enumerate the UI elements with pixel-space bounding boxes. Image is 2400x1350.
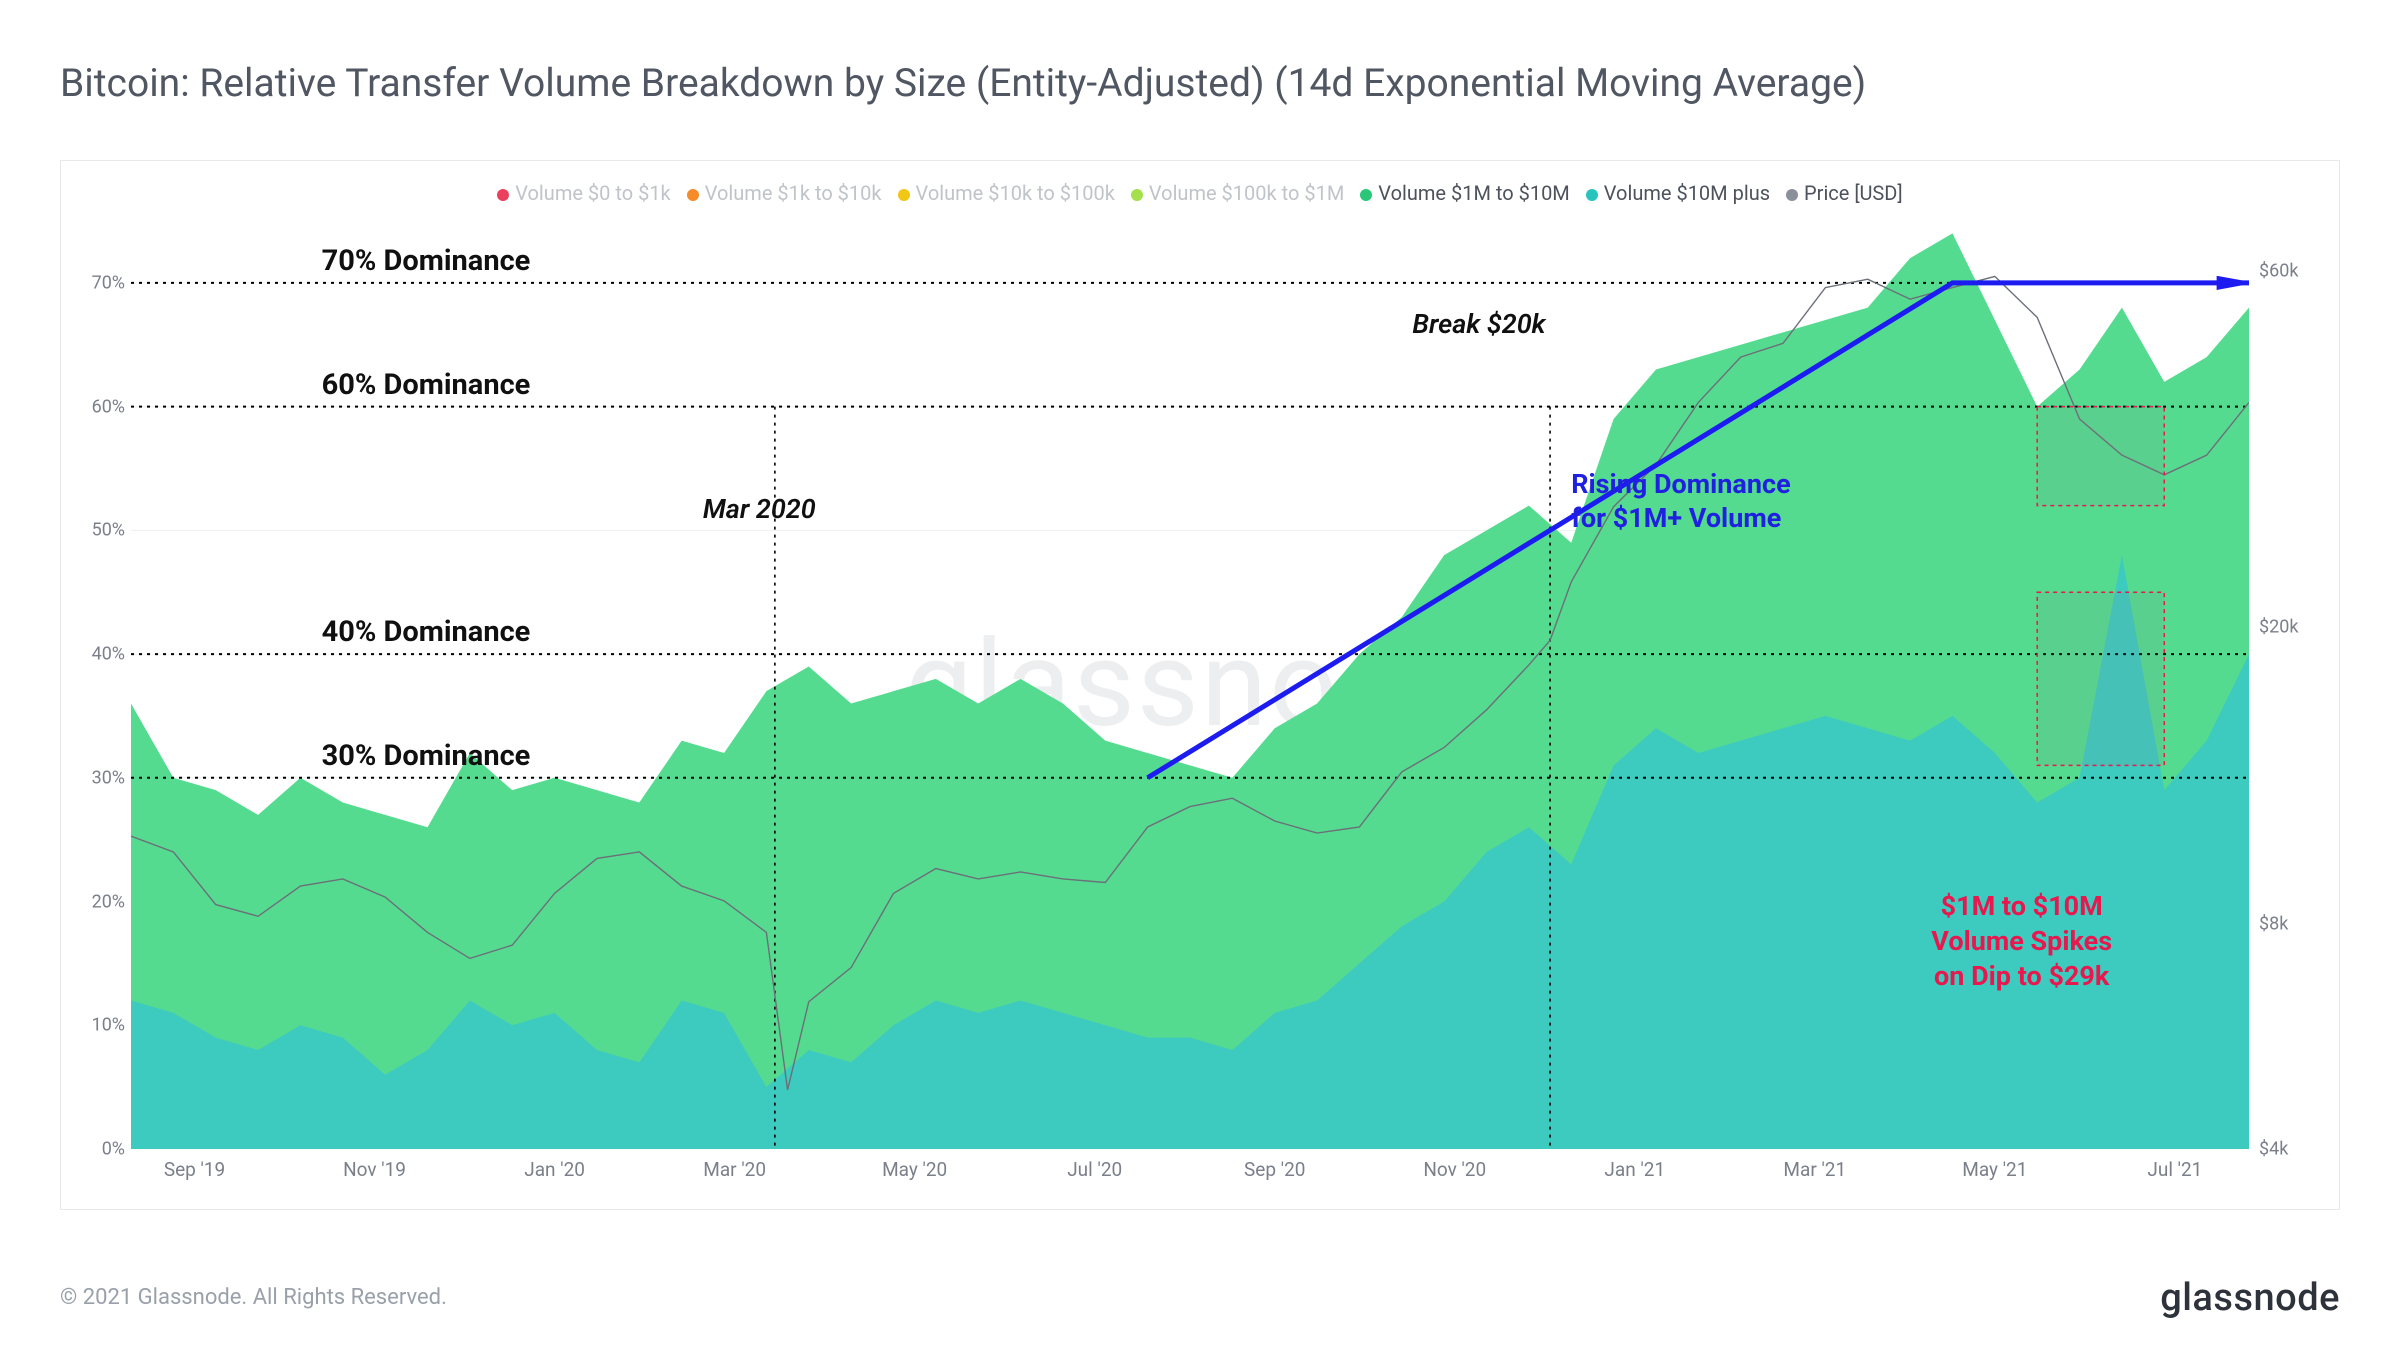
vertical-marker-label: Mar 2020 (703, 493, 816, 525)
y-axis-left-tick: 50% (79, 520, 125, 541)
dominance-label: 40% Dominance (322, 615, 531, 649)
legend-item[interactable]: Volume $1M to $10M (1360, 181, 1569, 205)
x-axis-tick: Jan '21 (1604, 1158, 1665, 1181)
dominance-label: 70% Dominance (322, 244, 531, 278)
x-axis-tick: Sep '20 (1244, 1158, 1305, 1181)
y-axis-right-tick: $20k (2259, 617, 2319, 638)
y-axis-left-tick: 40% (79, 644, 125, 665)
legend-dot-icon (1360, 189, 1372, 201)
legend-item[interactable]: Volume $1k to $10k (687, 181, 882, 205)
legend-item[interactable]: Volume $0 to $1k (497, 181, 670, 205)
legend-label: Volume $1M to $10M (1378, 181, 1569, 205)
highlight-box (2037, 407, 2164, 506)
y-axis-left-tick: 0% (79, 1139, 125, 1160)
chart-frame: Volume $0 to $1k Volume $1k to $10k Volume… (60, 160, 2340, 1210)
legend: Volume $0 to $1k Volume $1k to $10k Volume… (61, 171, 2339, 215)
x-axis-tick: Nov '19 (343, 1158, 406, 1181)
y-axis-right-tick: $8k (2259, 914, 2319, 935)
y-axis-left-tick: 70% (79, 272, 125, 293)
x-axis-tick: Mar '21 (1783, 1158, 1846, 1181)
legend-dot-icon (1131, 189, 1143, 201)
highlight-box (2037, 592, 2164, 765)
x-axis-tick: Sep '19 (164, 1158, 225, 1181)
legend-item[interactable]: Price [USD] (1786, 181, 1903, 205)
dominance-label: 30% Dominance (322, 739, 531, 773)
legend-label: Volume $1k to $10k (705, 181, 882, 205)
legend-label: Price [USD] (1804, 181, 1903, 205)
legend-dot-icon (898, 189, 910, 201)
legend-dot-icon (1586, 189, 1598, 201)
legend-label: Volume $0 to $1k (515, 181, 670, 205)
x-axis-tick: Mar '20 (703, 1158, 766, 1181)
y-axis-left-tick: 20% (79, 891, 125, 912)
plot-svg (131, 221, 2249, 1149)
x-axis-tick: Jul '21 (2147, 1158, 2202, 1181)
legend-item[interactable]: Volume $10M plus (1586, 181, 1770, 205)
x-axis-tick: Jan '20 (524, 1158, 585, 1181)
blue-arrow-label: Rising Dominancefor $1M+ Volume (1571, 468, 1790, 536)
vertical-marker-label: Break $20k (1412, 308, 1545, 340)
plot-area: glassnode 0%10%20%30%40%50%60%70%$4k$8k$… (131, 221, 2249, 1149)
chart-title: Bitcoin: Relative Transfer Volume Breakd… (60, 60, 1866, 106)
x-axis-tick: May '21 (1962, 1158, 2027, 1181)
legend-label: Volume $10M plus (1604, 181, 1770, 205)
legend-dot-icon (1786, 189, 1798, 201)
legend-label: Volume $10k to $100k (916, 181, 1115, 205)
dominance-label: 60% Dominance (322, 368, 531, 402)
y-axis-right-tick: $60k (2259, 260, 2319, 281)
y-axis-left-tick: 60% (79, 396, 125, 417)
x-axis-tick: May '20 (882, 1158, 947, 1181)
footer-copyright: © 2021 Glassnode. All Rights Reserved. (60, 1285, 447, 1310)
y-axis-right-tick: $4k (2259, 1139, 2319, 1160)
x-axis-tick: Nov '20 (1423, 1158, 1486, 1181)
legend-item[interactable]: Volume $10k to $100k (898, 181, 1115, 205)
y-axis-left-tick: 10% (79, 1015, 125, 1036)
x-axis-tick: Jul '20 (1067, 1158, 1122, 1181)
y-axis-left-tick: 30% (79, 767, 125, 788)
legend-label: Volume $100k to $1M (1149, 181, 1344, 205)
footer-logo: glassnode (2160, 1276, 2340, 1320)
legend-item[interactable]: Volume $100k to $1M (1131, 181, 1344, 205)
legend-dot-icon (497, 189, 509, 201)
legend-dot-icon (687, 189, 699, 201)
pink-annotation: $1M to $10MVolume Spikeson Dip to $29k (1931, 889, 2112, 994)
